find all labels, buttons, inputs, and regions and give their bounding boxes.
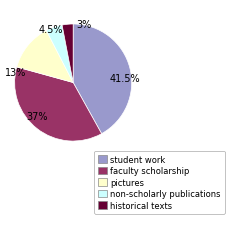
Wedge shape <box>15 68 102 141</box>
Text: 13%: 13% <box>5 68 26 78</box>
Wedge shape <box>62 25 73 83</box>
Text: 4.5%: 4.5% <box>39 24 63 34</box>
Legend: student work, faculty scholarship, pictures, non-scholarly publications, histori: student work, faculty scholarship, pictu… <box>94 151 224 214</box>
Wedge shape <box>46 26 73 83</box>
Wedge shape <box>73 25 132 134</box>
Text: 3%: 3% <box>76 20 91 30</box>
Wedge shape <box>17 31 73 83</box>
Text: 37%: 37% <box>26 112 48 122</box>
Text: 41.5%: 41.5% <box>109 73 140 83</box>
